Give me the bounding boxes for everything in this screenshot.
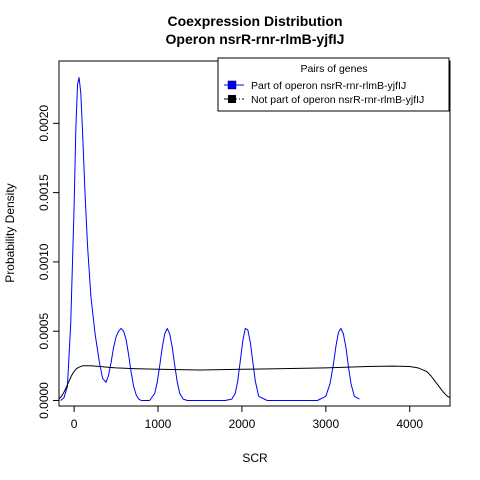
x-tick-label: 2000: [229, 417, 256, 431]
x-tick-label: 4000: [396, 417, 423, 431]
legend-label-non-operon: Not part of operon nsrR-rnr-rlmB-yjfIJ: [251, 94, 424, 106]
y-tick-label: 0.0000: [37, 382, 51, 419]
series-line-1: [58, 365, 451, 400]
x-tick-label: 0: [71, 417, 78, 431]
y-tick-label: 0.0020: [37, 105, 51, 142]
x-axis-label: SCR: [242, 451, 268, 465]
legend: Pairs of genes Part of operon nsrR-rnr-r…: [217, 57, 450, 112]
x-tick-label: 1000: [145, 417, 172, 431]
y-axis-label: Probability Density: [3, 183, 17, 282]
x-tick-label: 3000: [312, 417, 339, 431]
legend-label-operon: Part of operon nsrR-rnr-rlmB-yjfIJ: [251, 80, 406, 92]
y-tick-label: 0.0010: [37, 243, 51, 280]
chart-title: Coexpression Distribution: [167, 13, 342, 29]
legend-box: [217, 57, 450, 112]
legend-swatch-non-operon: [228, 95, 236, 103]
legend-title: Pairs of genes: [300, 63, 367, 75]
y-tick-label: 0.0005: [37, 313, 51, 350]
series-line-0: [60, 77, 360, 401]
plot-area: [58, 60, 451, 407]
x-axis: 0 1000 2000 3000 4000: [71, 406, 423, 431]
legend-swatch-operon: [227, 80, 237, 90]
y-tick-label: 0.0015: [37, 174, 51, 211]
plot-frame: [58, 60, 451, 407]
y-axis: 0.0000 0.0005 0.0010 0.0015 0.0020: [37, 105, 59, 419]
chart-subtitle: Operon nsrR-rnr-rlmB-yjfIJ: [166, 31, 345, 47]
